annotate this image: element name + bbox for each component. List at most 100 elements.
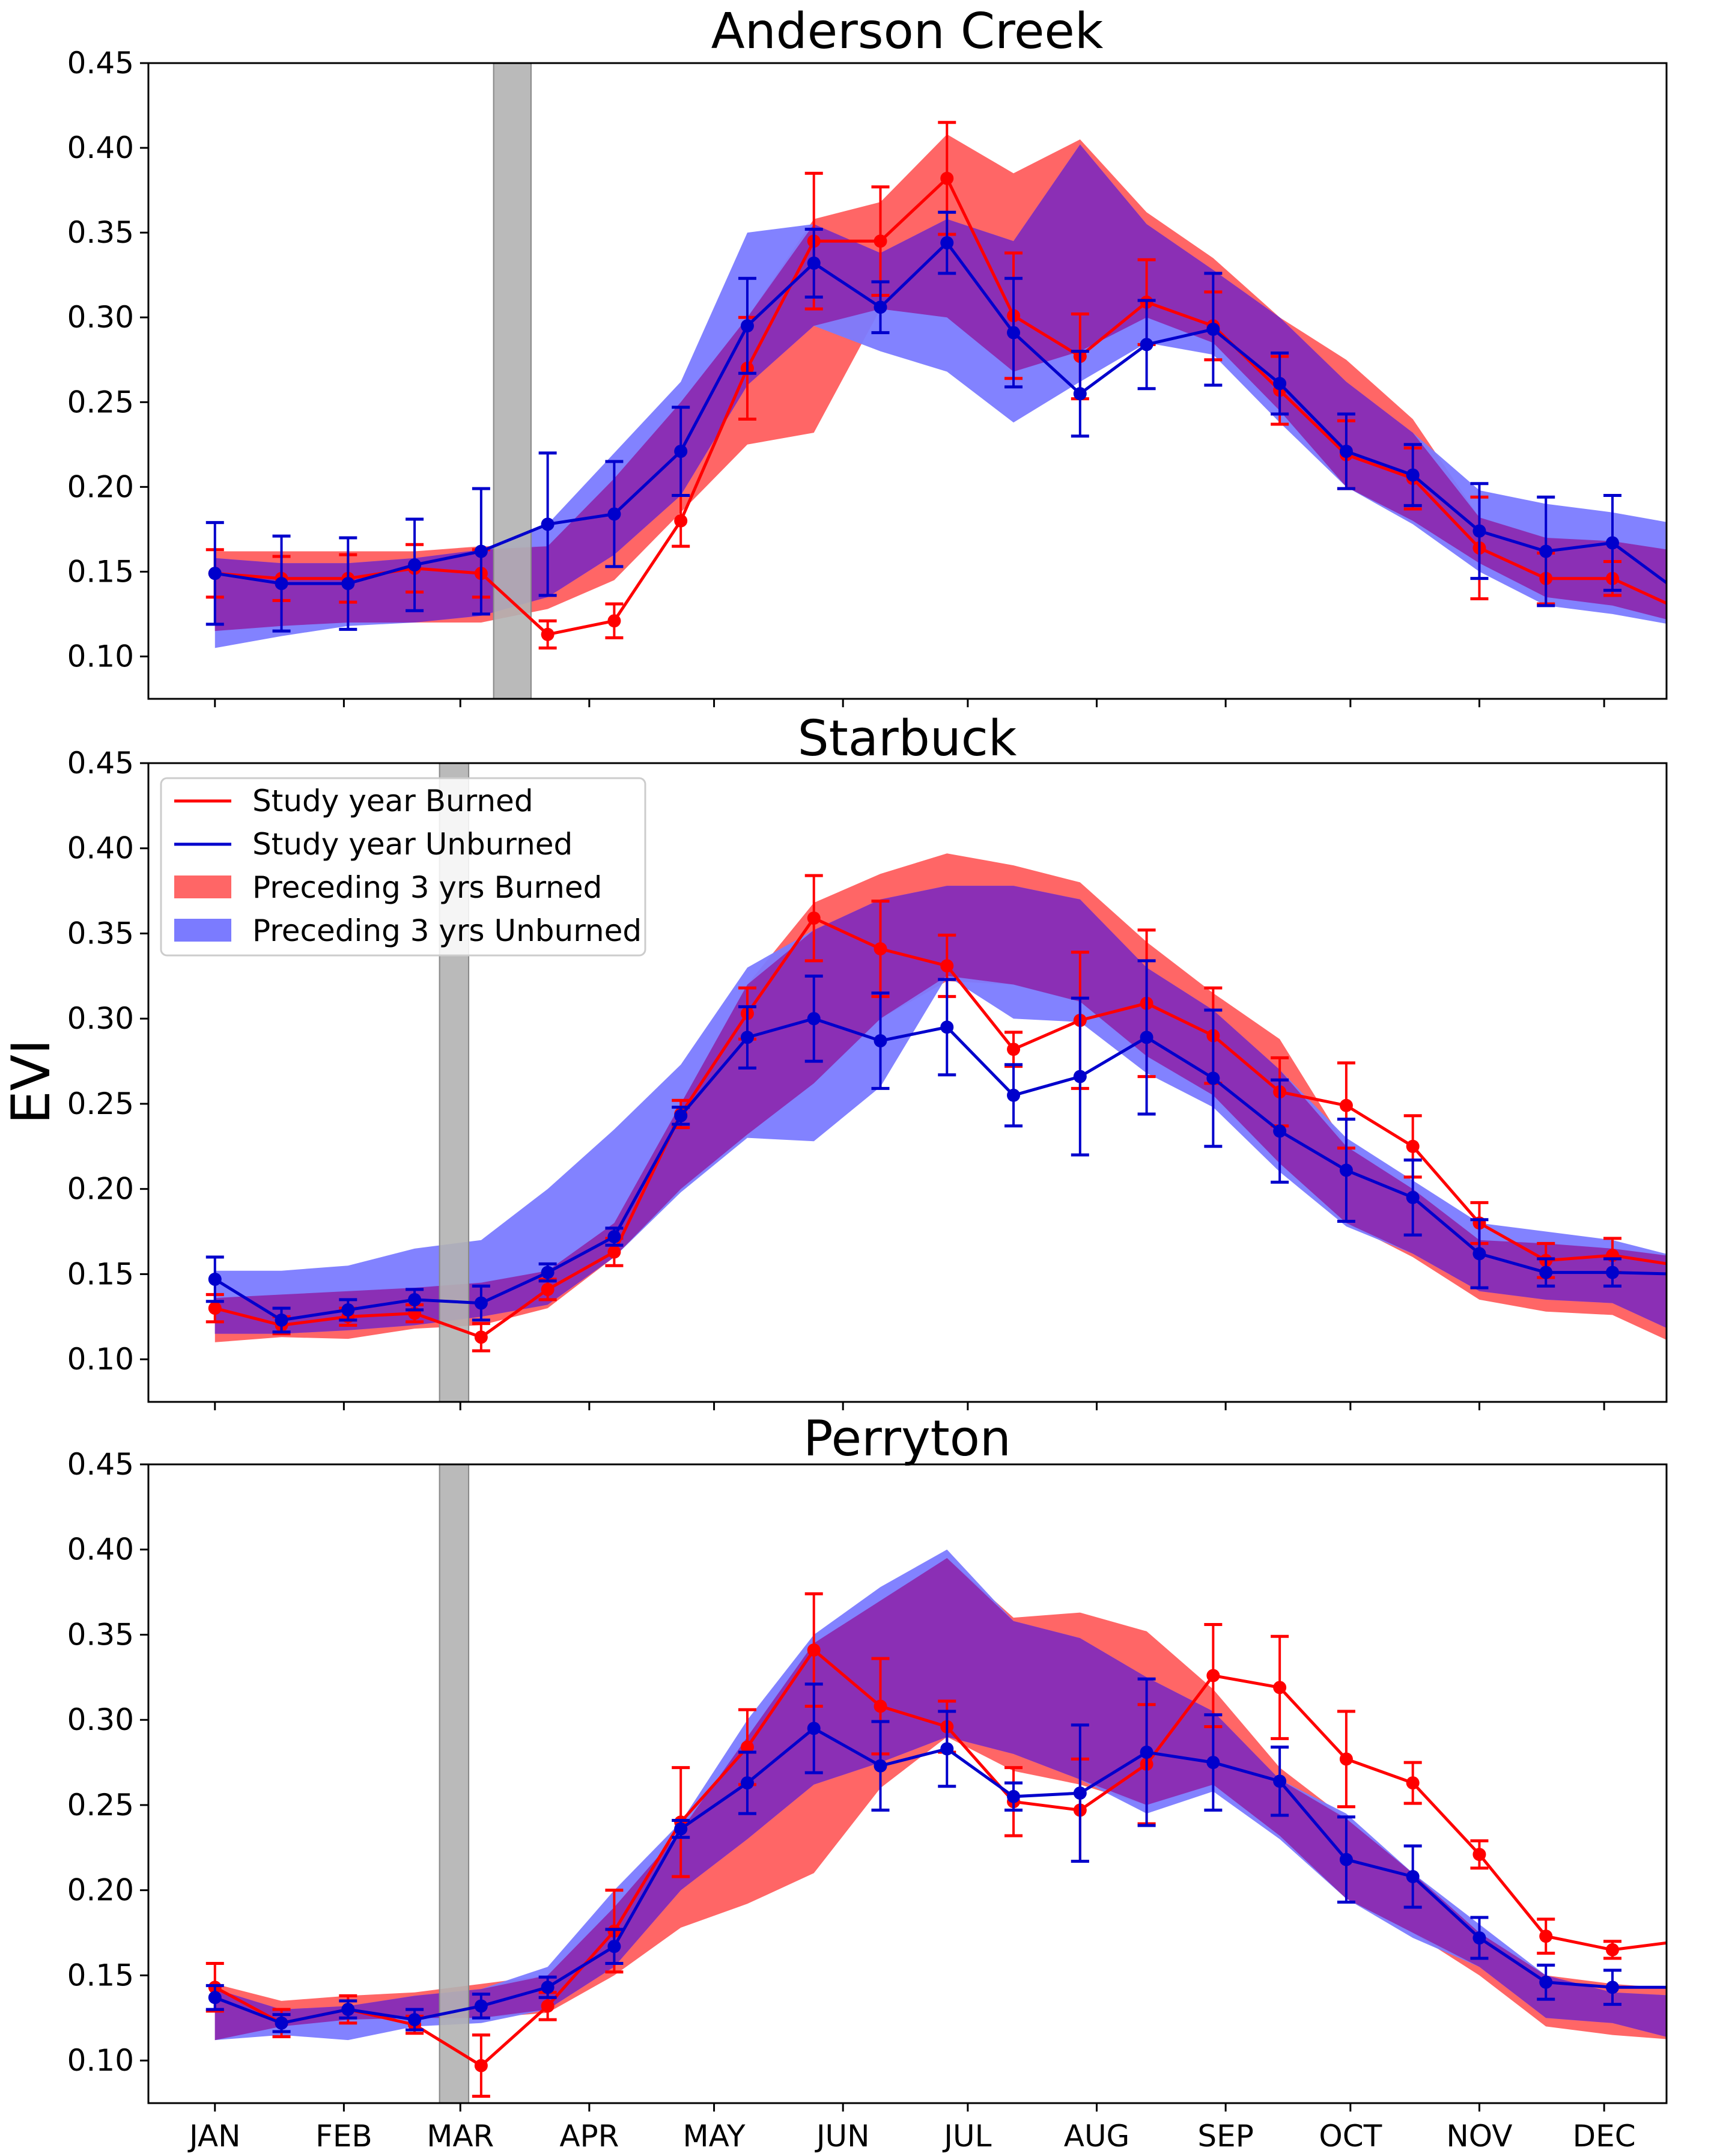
data-point-unburned (1339, 1163, 1353, 1177)
x-tick-label: DEC (1573, 2119, 1636, 2153)
data-point-unburned (1472, 1931, 1486, 1945)
data-point-burned (1472, 1848, 1486, 1862)
data-point-unburned (541, 1265, 555, 1279)
y-tick-label: 0.30 (67, 1001, 134, 1036)
fire-window (493, 63, 532, 699)
data-point-burned (1007, 1043, 1021, 1056)
data-point-unburned (208, 567, 222, 580)
data-point-burned (1339, 1098, 1353, 1112)
x-tick-label: MAY (683, 2119, 746, 2153)
y-tick-label: 0.45 (67, 46, 134, 81)
data-point-burned (1339, 1752, 1353, 1766)
data-point-burned (674, 514, 688, 528)
legend-frame (160, 777, 646, 957)
data-point-unburned (1140, 1746, 1153, 1759)
error-bar-burned (1670, 1929, 1688, 1953)
error-bar-unburned (1670, 1974, 1688, 2001)
panel-anderson-creek: Anderson Creek 0.100.150.200.250.300.350… (67, 3, 1688, 707)
y-tick-label: 0.15 (67, 1958, 134, 1993)
data-point-unburned (807, 1722, 821, 1735)
data-point-unburned (1273, 377, 1287, 391)
y-tick-label: 0.45 (67, 746, 134, 781)
data-point-unburned (541, 1981, 555, 1994)
y-tick-label: 0.20 (67, 1172, 134, 1207)
data-point-unburned (1206, 1756, 1220, 1770)
y-tick-label: 0.25 (67, 1788, 134, 1823)
legend-item: Preceding 3 yrs Unburned (174, 913, 642, 948)
x-tick-label: APR (559, 2119, 619, 2153)
data-point-unburned (807, 256, 821, 270)
data-point-unburned (1073, 387, 1087, 401)
y-tick-label: 0.40 (67, 1532, 134, 1567)
data-point-unburned (341, 577, 355, 591)
data-point-unburned (408, 1293, 422, 1306)
data-point-unburned (1472, 524, 1486, 538)
data-point-unburned (1007, 1088, 1021, 1102)
data-point-burned (1273, 1681, 1287, 1695)
error-bar-burned (1670, 595, 1688, 623)
data-point-burned (874, 1699, 887, 1713)
data-point-unburned (341, 1303, 355, 1317)
y-tick-label: 0.15 (67, 1256, 134, 1291)
y-tick-label: 0.30 (67, 1702, 134, 1737)
axes-frame (147, 62, 1668, 700)
data-point-unburned (674, 1822, 688, 1836)
data-point-burned (1673, 602, 1686, 615)
x-tick-label: AUG (1064, 2119, 1130, 2153)
x-tick-label: FEB (315, 2119, 372, 2153)
panel-title: Starbuck (798, 710, 1017, 767)
plot-area (205, 763, 1686, 1402)
data-point-burned (541, 627, 555, 641)
data-point-burned (541, 1999, 555, 2013)
legend-item: Study year Burned (174, 784, 533, 818)
y-tick-label: 0.10 (67, 639, 134, 674)
data-point-burned (940, 171, 954, 185)
data-point-burned (874, 942, 887, 955)
data-point-burned (607, 614, 621, 628)
y-tick-label: 0.10 (67, 2043, 134, 2078)
data-point-unburned (1406, 1190, 1420, 1204)
legend-label: Preceding 3 yrs Unburned (252, 913, 642, 948)
data-point-burned (807, 911, 821, 925)
data-point-unburned (275, 577, 288, 591)
legend-item: Study year Unburned (174, 827, 573, 862)
y-tick-label: 0.40 (67, 130, 134, 165)
data-point-unburned (1073, 1786, 1087, 1800)
data-point-burned (1673, 1935, 1686, 1948)
legend: Study year Burned Study year Unburned Prec… (160, 777, 646, 957)
data-point-unburned (1007, 1789, 1021, 1803)
y-tick-label: 0.45 (67, 1447, 134, 1482)
data-point-unburned (1273, 1124, 1287, 1138)
x-tick-label: SEP (1197, 2119, 1253, 2153)
data-point-unburned (1539, 544, 1553, 558)
data-point-unburned (1539, 1975, 1553, 1989)
y-tick-label: 0.20 (67, 1873, 134, 1908)
data-point-unburned (1339, 445, 1353, 458)
data-point-burned (208, 1302, 222, 1315)
data-point-unburned (341, 2003, 355, 2017)
x-tick-label: JUN (815, 2119, 870, 2153)
data-point-burned (541, 1282, 555, 1296)
x-tick-label: JAN (187, 2119, 240, 2153)
data-point-unburned (607, 1940, 621, 1953)
axes-frame (147, 762, 1668, 1403)
data-point-unburned (1673, 1267, 1686, 1281)
x-tick-label: OCT (1319, 2119, 1382, 2153)
data-point-unburned (1007, 326, 1021, 340)
y-axis-label: EVI (0, 1039, 62, 1124)
data-point-unburned (940, 236, 954, 250)
data-point-unburned (1140, 1031, 1153, 1044)
unburned-band (214, 886, 1667, 1334)
data-point-burned (607, 1245, 621, 1259)
data-point-unburned (275, 2016, 288, 2030)
data-point-unburned (1539, 1265, 1553, 1279)
data-point-unburned (1206, 1071, 1220, 1085)
data-point-unburned (408, 2013, 422, 2027)
plot-area (205, 1464, 1688, 2103)
y-tick-label: 0.35 (67, 916, 134, 951)
data-point-unburned (474, 1999, 488, 2013)
y-tick-label: 0.25 (67, 1086, 134, 1121)
data-point-unburned (474, 1296, 488, 1310)
